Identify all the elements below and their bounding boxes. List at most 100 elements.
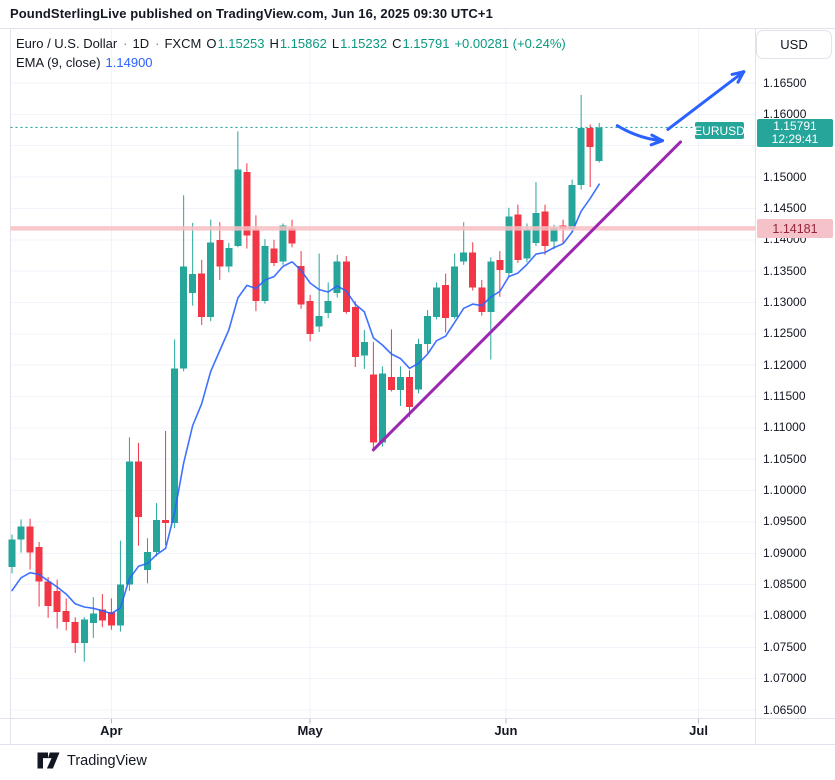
candle-apr-16[interactable] [207, 219, 215, 322]
ema-label: EMA (9, close) [16, 55, 101, 70]
candle-may-8[interactable] [351, 301, 359, 368]
candle-body [243, 172, 251, 236]
candle-apr-8[interactable] [153, 503, 161, 557]
candle-apr-23[interactable] [252, 215, 260, 312]
candle-mar-25[interactable] [62, 598, 70, 631]
candle-may-14[interactable] [387, 329, 395, 392]
price-axis-label: 1.11500 [763, 389, 806, 403]
candle-jun-5[interactable] [532, 182, 540, 247]
price-axis-label: 1.10000 [763, 483, 807, 498]
candle-mar-27[interactable] [80, 617, 88, 662]
time-axis-label-may: May [297, 723, 323, 738]
candle-body [378, 373, 386, 443]
candle-may-5[interactable] [324, 282, 332, 319]
candle-apr-2[interactable] [116, 540, 124, 632]
time-axis-label-apr: Apr [100, 723, 123, 738]
candle-mar-17[interactable] [8, 534, 16, 574]
ohlc-low: L1.15232 [331, 36, 388, 51]
candle-may-12[interactable] [369, 341, 377, 452]
candle-mar-28[interactable] [89, 597, 97, 638]
candle-may-15[interactable] [396, 366, 404, 406]
candle-body [324, 301, 332, 314]
ema-indicator-row[interactable]: EMA (9, close) 1.14900 [16, 54, 571, 71]
price-axis-label: 1.09000 [763, 545, 807, 560]
price-axis-label: 1.08000 [763, 608, 807, 623]
candle-mar-26[interactable] [71, 617, 79, 653]
price-axis[interactable]: 1.16500 1.16000 1.15000 1.14500 1.14000 1.135… [756, 28, 835, 718]
candle-may-13[interactable] [378, 366, 386, 447]
candle-may-30[interactable] [496, 251, 504, 297]
price-axis-label: 1.13500 [763, 263, 807, 278]
candle-body [125, 461, 133, 585]
candle-apr-24[interactable] [261, 239, 269, 304]
candle-body [351, 306, 359, 357]
candle-apr-4[interactable] [134, 442, 142, 546]
candle-may-21[interactable] [433, 282, 441, 320]
candle-body [523, 229, 531, 259]
candle-may-9[interactable] [360, 330, 368, 369]
candle-apr-30[interactable] [297, 251, 305, 309]
candle-may-2[interactable] [315, 253, 323, 332]
price-axis-label: 1.12000 [763, 357, 807, 372]
candle-apr-14[interactable] [189, 222, 197, 306]
time-axis[interactable]: Apr May Jun Jul [0, 718, 835, 744]
candle-jun-13[interactable] [586, 124, 594, 188]
candle-may-20[interactable] [424, 309, 432, 353]
candle-may-29[interactable] [487, 257, 495, 360]
candle-jun-12[interactable] [577, 94, 585, 190]
symbol-status-row[interactable]: Euro / U.S. Dollar · 1D · FXCM O1.15253 … [16, 35, 571, 52]
candle-body [144, 551, 152, 571]
candle-apr-18[interactable] [225, 242, 233, 273]
candle-apr-9[interactable] [162, 430, 170, 546]
candle-body [469, 252, 477, 288]
candle-apr-22[interactable] [243, 163, 251, 249]
candle-body [171, 368, 179, 524]
candle-jun-2[interactable] [505, 207, 513, 278]
candle-may-27[interactable] [469, 242, 477, 291]
candle-apr-3[interactable] [125, 437, 133, 591]
candle-body [595, 127, 603, 162]
candle-may-16[interactable] [405, 370, 413, 418]
price-axis-label: 1.11000 [763, 420, 806, 435]
candle-body [225, 247, 233, 267]
candle-may-22[interactable] [442, 273, 450, 333]
candle-body [333, 261, 341, 294]
candle-may-23[interactable] [451, 253, 459, 319]
candle-apr-10[interactable] [171, 339, 179, 529]
trendline-drawing[interactable] [371, 140, 683, 452]
price-axis-label: 1.16500 [763, 75, 807, 90]
arrow-drawing-2[interactable] [666, 70, 746, 131]
arrowhead [736, 70, 746, 84]
candle-may-28[interactable] [478, 279, 486, 316]
candle-body [107, 612, 115, 626]
candle-jun-16[interactable] [595, 123, 603, 163]
currency-unit-button[interactable]: USD [756, 30, 832, 59]
candle-may-1[interactable] [306, 294, 314, 342]
candle-body [270, 248, 278, 263]
candle-apr-17[interactable] [216, 222, 224, 280]
candle-mar-18[interactable] [17, 519, 25, 553]
candle-mar-21[interactable] [44, 577, 52, 618]
candle-apr-15[interactable] [198, 259, 206, 326]
candle-may-6[interactable] [333, 254, 341, 298]
candle-apr-25[interactable] [270, 239, 278, 267]
candle-body [306, 301, 314, 334]
candle-jun-11[interactable] [568, 179, 576, 233]
candle-apr-29[interactable] [288, 219, 296, 248]
symbol-title: Euro / U.S. Dollar [16, 36, 118, 51]
candle-mar-19[interactable] [26, 518, 34, 570]
candle-may-7[interactable] [342, 256, 350, 314]
candle-body [460, 252, 468, 262]
candle-may-19[interactable] [415, 338, 423, 394]
ema-line[interactable] [11, 183, 601, 615]
tradingview-footer[interactable]: TradingView [37, 752, 147, 769]
candle-apr-7[interactable] [144, 538, 152, 584]
candle-apr-11[interactable] [180, 195, 188, 372]
price-axis-label: 1.15000 [763, 169, 807, 184]
close-value: 1.15791 [402, 36, 450, 51]
candle-jun-3[interactable] [514, 204, 522, 263]
low-value: 1.15232 [340, 36, 388, 51]
candle-body [153, 520, 161, 552]
